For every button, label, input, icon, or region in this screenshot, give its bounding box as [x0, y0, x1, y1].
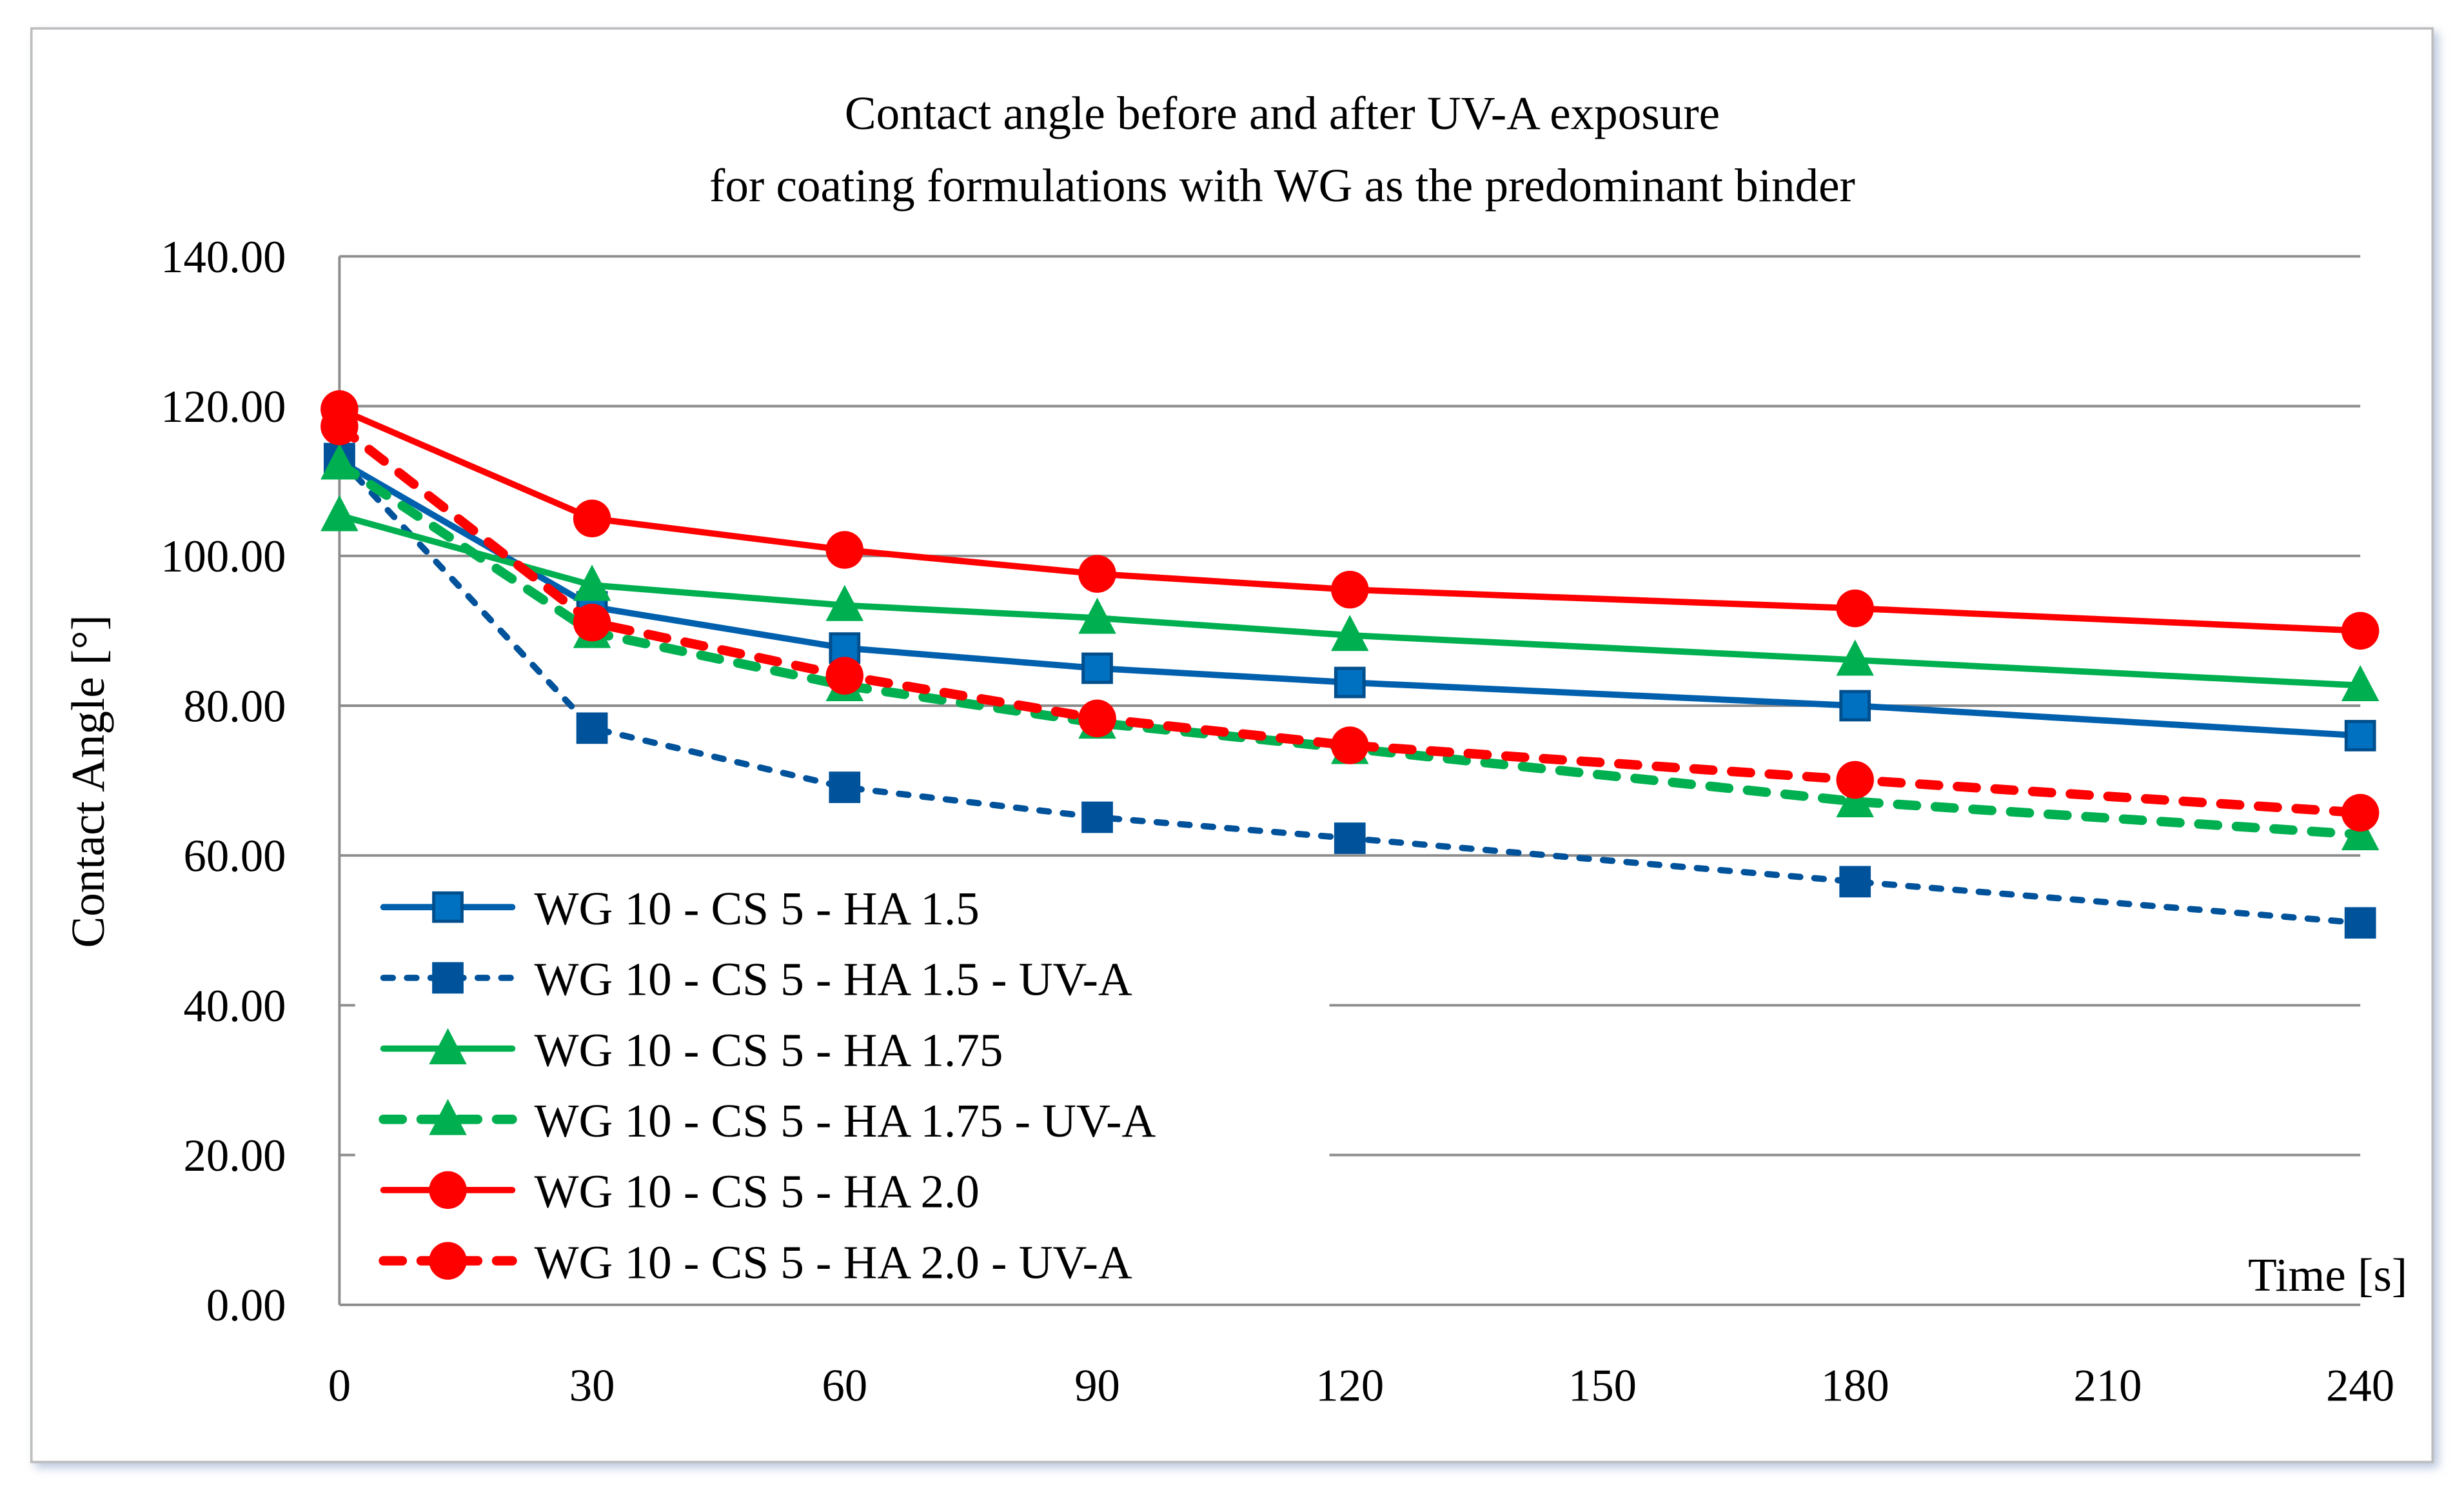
x-tick-label: 240 [2326, 1360, 2394, 1411]
data-point [825, 531, 864, 569]
data-point [1836, 761, 1874, 799]
data-point [1081, 801, 1113, 833]
legend-marker [429, 1028, 467, 1064]
legend-label: WG 10 - CS 5 - HA 1.75 - UV-A [535, 1095, 1156, 1147]
data-point [2341, 814, 2380, 851]
legend-marker [432, 962, 464, 994]
x-tick-label: 60 [822, 1360, 867, 1411]
data-point [1334, 666, 1366, 699]
data-point [1839, 690, 1871, 722]
data-point [2341, 664, 2380, 702]
legend-item: WG 10 - CS 5 - HA 1.75 [380, 1024, 1003, 1076]
x-tick-label: 30 [569, 1360, 615, 1411]
data-point [1331, 570, 1369, 609]
legend-marker [432, 891, 464, 923]
y-tick-label: 100.00 [161, 532, 286, 582]
legend-label: WG 10 - CS 5 - HA 1.5 - UV-A [535, 953, 1132, 1006]
legend-label: WG 10 - CS 5 - HA 1.75 [535, 1024, 1003, 1076]
data-point [573, 603, 611, 642]
data-point [2344, 907, 2376, 939]
legend-marker [429, 1171, 467, 1209]
data-point [1334, 822, 1366, 854]
x-tick-label: 90 [1074, 1360, 1120, 1411]
data-point [573, 564, 611, 601]
data-point [2341, 612, 2380, 650]
data-point [825, 584, 864, 621]
series-2 [320, 495, 2380, 702]
x-tick-label: 210 [2073, 1360, 2142, 1411]
y-tick-label: 20.00 [184, 1131, 286, 1181]
x-tick-label: 180 [1821, 1360, 1889, 1411]
legend-item: WG 10 - CS 5 - HA 2.0 [380, 1166, 980, 1218]
data-point [1081, 652, 1113, 684]
data-point [576, 712, 608, 744]
data-point [2344, 720, 2376, 751]
data-point [1836, 781, 1874, 817]
y-tick-label: 140.00 [161, 232, 286, 283]
legend-item: WG 10 - CS 5 - HA 1.5 - UV-A [380, 953, 1132, 1006]
y-tick-label: 60.00 [184, 831, 286, 882]
data-point [320, 407, 359, 446]
series-5 [320, 407, 2380, 832]
series-1 [323, 443, 2376, 939]
data-point [1078, 555, 1116, 593]
legend-item: WG 10 - CS 5 - HA 1.5 [380, 882, 980, 935]
chart-title-line-1: Contact angle before and after UV-A expo… [845, 87, 1720, 139]
data-point [829, 771, 861, 803]
y-axis-label: Contact Angle [°] [62, 615, 114, 948]
data-point [1331, 615, 1369, 652]
y-tick-label: 40.00 [184, 981, 286, 1031]
chart-title-line-2: for coating formulations with WG as the … [709, 159, 1855, 212]
x-tick-label: 120 [1316, 1360, 1384, 1411]
data-point [825, 657, 864, 695]
y-tick-label: 80.00 [184, 681, 286, 731]
legend-item: WG 10 - CS 5 - HA 2.0 - UV-A [379, 1236, 1132, 1288]
data-point [1836, 589, 1874, 628]
data-point [320, 495, 359, 532]
legend-marker [429, 1242, 467, 1280]
y-tick-label: 0.00 [206, 1280, 286, 1331]
data-point [1078, 597, 1116, 634]
x-tick-label: 0 [328, 1360, 351, 1411]
legend-marker [429, 1099, 467, 1135]
legend-label: WG 10 - CS 5 - HA 1.5 [535, 882, 980, 935]
data-point [573, 499, 611, 538]
legend-box [355, 874, 1330, 1299]
data-point [320, 443, 359, 480]
data-point [2341, 793, 2380, 832]
data-point [1839, 866, 1871, 898]
legend-item: WG 10 - CS 5 - HA 1.75 - UV-A [379, 1095, 1156, 1147]
x-tick-label: 150 [1568, 1360, 1637, 1411]
data-point [1078, 699, 1116, 737]
y-tick-label: 120.00 [161, 382, 286, 432]
data-point [1331, 726, 1369, 764]
legend-label: WG 10 - CS 5 - HA 2.0 [535, 1166, 980, 1218]
legend-label: WG 10 - CS 5 - HA 2.0 - UV-A [535, 1236, 1132, 1288]
data-point [1836, 639, 1874, 676]
x-axis-label: Time [s] [2248, 1249, 2407, 1301]
